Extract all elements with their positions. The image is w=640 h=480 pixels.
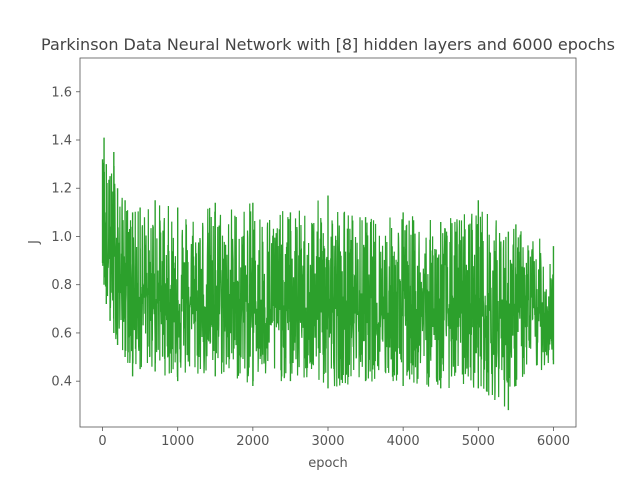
x-tick-label: 2000 — [236, 434, 269, 449]
x-tick-label: 6000 — [537, 434, 570, 449]
x-tick-label: 5000 — [462, 434, 495, 449]
chart-title: Parkinson Data Neural Network with [8] h… — [41, 35, 615, 54]
y-tick-label: 1.4 — [51, 134, 72, 149]
y-axis-label: J — [27, 240, 42, 245]
x-axis-label: epoch — [308, 456, 348, 471]
y-tick-label: 1.2 — [51, 182, 72, 197]
y-tick-label: 0.4 — [51, 375, 72, 390]
y-axis: 0.4 0.6 0.8 1.0 1.2 1.4 1.6 — [51, 85, 80, 390]
x-tick-label: 1000 — [161, 434, 194, 449]
x-axis: 0 1000 2000 3000 4000 5000 6000 — [98, 427, 570, 449]
x-tick-label: 3000 — [311, 434, 344, 449]
x-tick-label: 4000 — [387, 434, 420, 449]
y-tick-label: 0.8 — [51, 278, 72, 293]
y-tick-label: 1.0 — [51, 230, 72, 245]
series-layer — [101, 137, 555, 411]
x-tick-label: 0 — [98, 434, 106, 449]
y-tick-label: 1.6 — [51, 85, 72, 100]
y-tick-label: 0.6 — [51, 326, 72, 341]
plot-area — [79, 57, 577, 428]
